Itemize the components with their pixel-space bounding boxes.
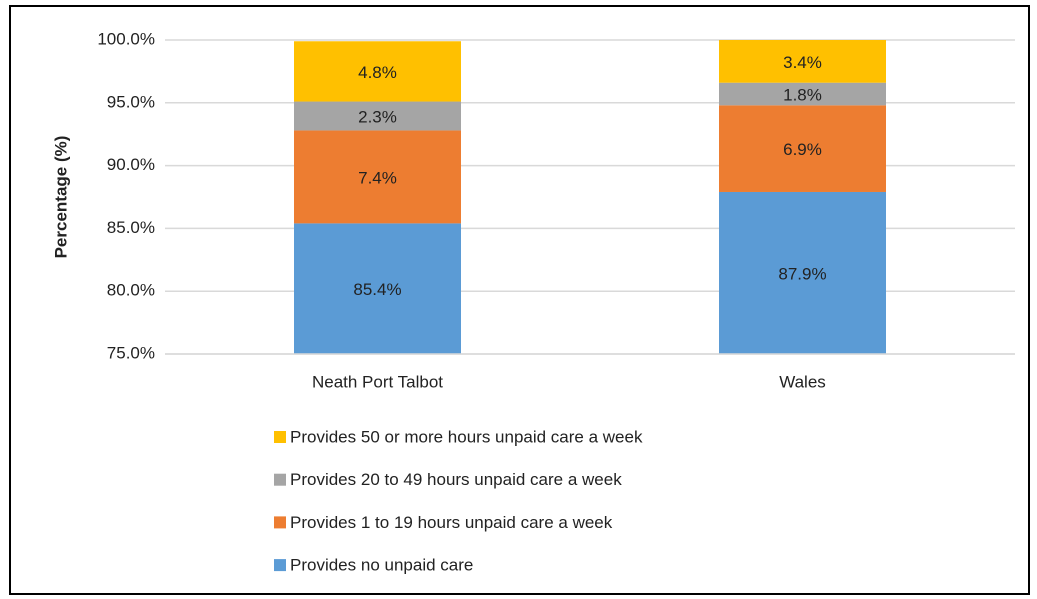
bar-segment: [294, 101, 461, 131]
legend-swatch: [274, 559, 286, 572]
legend-label: Provides 20 to 49 hours unpaid care a we…: [290, 470, 622, 489]
bar-segment: [719, 82, 886, 106]
bar-segment: [719, 40, 886, 83]
bar-segment: [294, 41, 461, 102]
y-axis-label: Percentage (%): [51, 136, 70, 259]
x-tick-label: Neath Port Talbot: [312, 372, 443, 391]
legend-label: Provides 50 or more hours unpaid care a …: [290, 427, 643, 446]
data-label: 85.4%: [353, 280, 401, 299]
bar-segment: [294, 130, 461, 224]
legend-swatch: [274, 516, 286, 529]
data-label: 2.3%: [358, 107, 397, 126]
bar-segment: [719, 105, 886, 192]
y-tick-label: 95.0%: [107, 92, 155, 111]
data-label: 3.4%: [783, 53, 822, 72]
data-label: 7.4%: [358, 168, 397, 187]
y-tick-label: 75.0%: [107, 343, 155, 362]
data-label: 1.8%: [783, 85, 822, 104]
legend-swatch: [274, 473, 286, 486]
bar-segment: [719, 191, 886, 354]
data-label: 87.9%: [778, 264, 826, 283]
bar-segment: [294, 223, 461, 354]
y-tick-label: 90.0%: [107, 155, 155, 174]
y-tick-label: 100.0%: [97, 29, 155, 48]
legend-label: Provides 1 to 19 hours unpaid care a wee…: [290, 513, 613, 532]
legend-label: Provides no unpaid care: [290, 556, 473, 575]
data-label: 4.8%: [358, 63, 397, 82]
legend-swatch: [274, 431, 286, 443]
y-tick-label: 80.0%: [107, 281, 155, 300]
x-tick-label: Wales: [779, 372, 826, 391]
data-label: 6.9%: [783, 140, 822, 159]
y-tick-label: 85.0%: [107, 218, 155, 237]
